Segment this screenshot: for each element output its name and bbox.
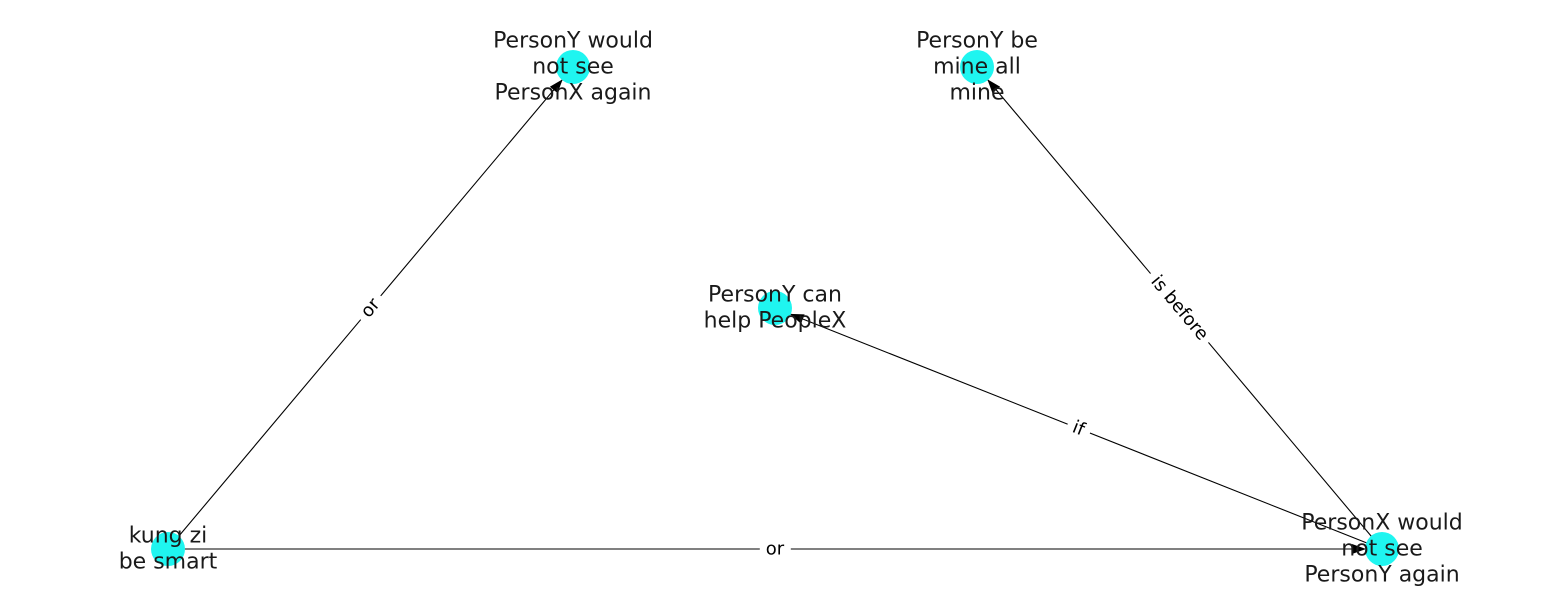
node-label-line: mine all	[933, 55, 1021, 80]
nodes-layer	[151, 50, 1399, 566]
node-circle	[556, 50, 590, 84]
node-label-line: PersonY be	[916, 29, 1038, 54]
node-label-line: not see	[1341, 537, 1423, 562]
node-label-line: PersonY can	[708, 283, 842, 308]
node-circle	[151, 532, 185, 566]
node-label-line: kung zi	[129, 524, 208, 549]
node-label-line: PersonY would	[493, 29, 653, 54]
node-label-line: PersonX again	[495, 81, 652, 106]
edge-label: is before	[1146, 271, 1212, 344]
node-label-line: be smart	[119, 550, 218, 575]
node-label-line: not see	[532, 55, 614, 80]
edge-label: or	[766, 539, 785, 560]
edge-label-background	[1063, 412, 1095, 445]
edge-label-group: is before	[1140, 265, 1219, 351]
edge-label-background	[759, 536, 791, 562]
node-circle	[758, 291, 792, 325]
node-circle	[960, 50, 994, 84]
node-label-line: PersonX would	[1301, 511, 1462, 536]
node-label-line: mine	[949, 81, 1004, 106]
edge-label-group: or	[351, 287, 391, 328]
edge-label-background	[351, 287, 391, 328]
edge-label-group: or	[759, 536, 791, 562]
node-label-line: help PeopleX	[704, 309, 847, 334]
node-circle	[1365, 532, 1399, 566]
edge-label-background	[1140, 265, 1219, 351]
node-label-line: PersonY again	[1304, 563, 1459, 588]
edge-label-group: if	[1063, 412, 1095, 445]
